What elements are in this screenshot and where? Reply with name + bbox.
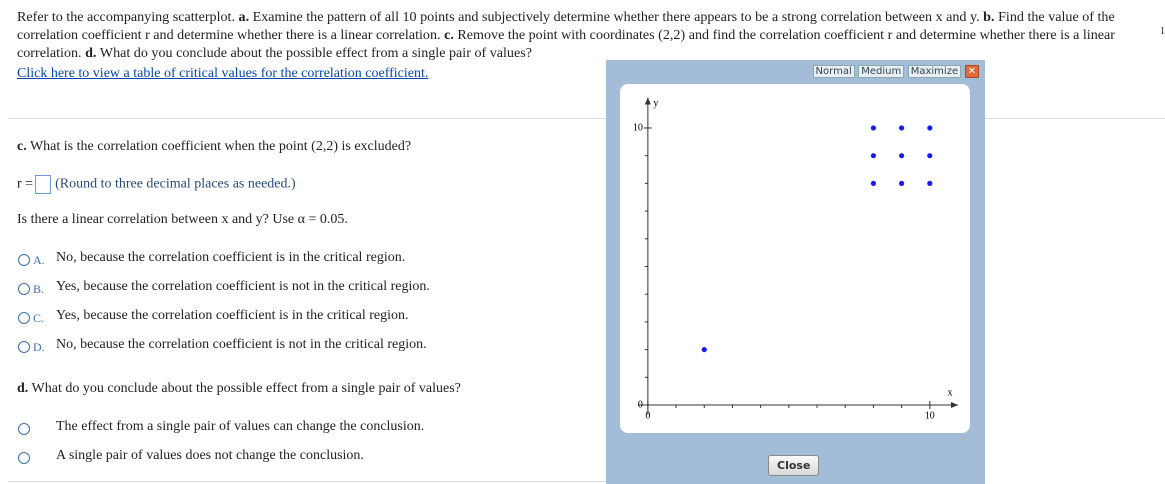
medium-button[interactable]: Medium bbox=[858, 65, 905, 78]
answer-row: r = (Round to three decimal places as nee… bbox=[17, 175, 296, 194]
option-letter: D. bbox=[33, 340, 45, 354]
part-text: Find the value of the correlation coeffi… bbox=[17, 9, 1115, 43]
corner-text: 1 bbox=[1160, 26, 1165, 37]
option-text: The effect from a single pair of values … bbox=[56, 419, 425, 434]
question-2: Is there a linear correlation between x … bbox=[17, 212, 348, 227]
point bbox=[899, 125, 905, 131]
part-text: Examine the pattern of all 10 points and… bbox=[252, 9, 980, 25]
point bbox=[870, 125, 877, 131]
normal-button[interactable]: Normal bbox=[812, 65, 855, 78]
separator bbox=[8, 481, 608, 482]
radio[interactable] bbox=[18, 423, 30, 435]
part-label: c. bbox=[17, 139, 27, 154]
radio[interactable] bbox=[18, 312, 30, 324]
radio[interactable] bbox=[18, 452, 30, 464]
separator bbox=[8, 118, 1165, 119]
x-arrow bbox=[951, 402, 958, 409]
part-label: a. bbox=[238, 9, 250, 25]
input-label: r = bbox=[17, 176, 34, 192]
part-label: d. bbox=[85, 45, 97, 61]
x-tick-label: 10 bbox=[925, 410, 935, 421]
critical-values-link[interactable]: Click here to view a table of critical v… bbox=[17, 66, 429, 81]
close-icon[interactable]: ✕ bbox=[964, 65, 979, 78]
hint: (Round to three decimal places as needed… bbox=[55, 176, 296, 192]
point bbox=[927, 153, 933, 159]
part-text: What do you conclude about the possible … bbox=[99, 45, 532, 61]
part-d-question: d. What do you conclude about the possib… bbox=[17, 381, 461, 397]
option-letter: B. bbox=[33, 282, 45, 296]
part-c-question: c. What is the correlation coefficient w… bbox=[17, 139, 411, 155]
y-tick-label: 0 bbox=[638, 399, 643, 410]
option-text: No, because the correlation coefficient … bbox=[56, 337, 427, 352]
part-text: Remove the point with coordinates (2,2) … bbox=[17, 27, 1115, 61]
y-arrow bbox=[644, 97, 651, 105]
part-text: What do you conclude about the possible … bbox=[31, 381, 461, 396]
radio[interactable] bbox=[18, 341, 30, 353]
point bbox=[899, 153, 905, 159]
part-label: d. bbox=[17, 381, 29, 396]
intro: Refer to the accompanying scatterplot. bbox=[17, 9, 235, 25]
option-text: A single pair of values does not change … bbox=[56, 448, 364, 463]
option-letter: C. bbox=[33, 311, 45, 325]
maximize-button[interactable]: Maximize bbox=[907, 65, 962, 78]
scatterplot: x y 0 10 0 10 bbox=[633, 97, 958, 421]
radio[interactable] bbox=[18, 254, 30, 266]
question-text: Refer to the accompanying scatterplot. a… bbox=[17, 8, 1159, 62]
part-label: b. bbox=[983, 9, 995, 25]
point bbox=[870, 180, 877, 186]
y-axis-label: y bbox=[653, 98, 658, 109]
point bbox=[927, 180, 933, 186]
x-tick-label: 0 bbox=[645, 410, 650, 421]
option-text: Yes, because the correlation coefficient… bbox=[56, 308, 409, 323]
point bbox=[701, 346, 707, 353]
answer-input[interactable] bbox=[35, 175, 52, 194]
point bbox=[899, 180, 905, 186]
x-axis-label: x bbox=[948, 387, 953, 398]
part-label: c. bbox=[444, 27, 454, 43]
option-text: Yes, because the correlation coefficient… bbox=[56, 279, 430, 294]
graph-panel bbox=[620, 84, 970, 433]
part-text: What is the correlation coefficient when… bbox=[29, 139, 412, 154]
point bbox=[927, 125, 933, 131]
window-buttons: Normal Medium Maximize ✕ bbox=[812, 63, 979, 79]
option-text: No, because the correlation coefficient … bbox=[56, 250, 406, 265]
close-button[interactable]: Close bbox=[768, 455, 820, 476]
y-tick-label: 10 bbox=[633, 122, 643, 133]
graph-popup: Normal Medium Maximize ✕ Close bbox=[606, 60, 985, 484]
point bbox=[870, 153, 877, 159]
radio[interactable] bbox=[18, 283, 30, 295]
option-letter: A. bbox=[33, 253, 45, 267]
